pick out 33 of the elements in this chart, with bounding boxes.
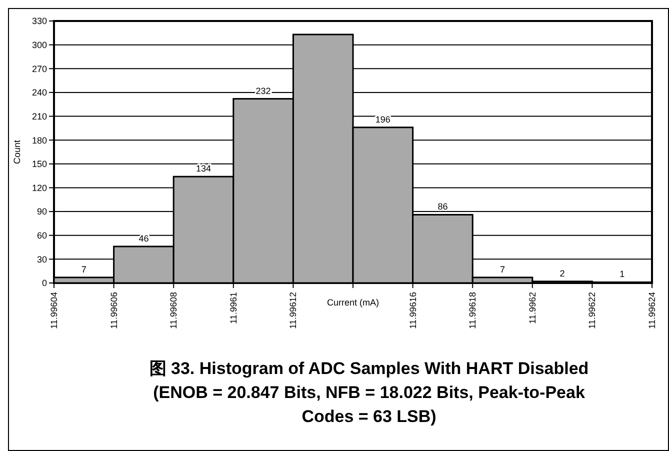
y-tick-label: 270 <box>32 64 47 74</box>
data-label: 134 <box>196 164 212 174</box>
x-tick-label: 11.99616 <box>408 292 418 329</box>
x-tick-label: 11.99622 <box>587 292 598 329</box>
y-tick-label: 240 <box>32 88 47 98</box>
y-tick-label: 60 <box>36 230 47 241</box>
data-label: 1 <box>620 269 625 280</box>
x-tick-label: 11.99624 <box>647 292 657 329</box>
data-label: 46 <box>138 233 149 244</box>
y-tick-label: 180 <box>32 135 47 146</box>
y-tick-label: 210 <box>32 111 47 122</box>
y-tick-label: 330 <box>32 16 47 26</box>
data-label: 7 <box>500 264 506 274</box>
y-tick-label: 120 <box>32 182 47 193</box>
data-label: 196 <box>375 114 390 124</box>
x-axis-title: Current (mA) <box>326 297 380 308</box>
y-tick-label: 300 <box>32 40 47 50</box>
data-label: 2 <box>560 268 565 278</box>
x-tick-label: 11.99612 <box>288 292 298 329</box>
y-tick-label: 150 <box>32 159 47 170</box>
data-label: 86 <box>438 202 448 212</box>
y-tick-label: 30 <box>36 254 47 264</box>
x-tick-label: 11.99608 <box>168 292 179 329</box>
text: 图 33. Histogram of ADC Samples With HART Disabled (ENOB = 20.847 Bits, NFB = 18.022 Bits, Peak-to-Peak Codes = 63 LSB) <box>148 358 590 428</box>
x-tick-label: 11.99618 <box>468 292 478 329</box>
x-tick-label: 11.99606 <box>108 292 119 329</box>
y-tick-label: 0 <box>42 278 47 288</box>
x-tick-label: 11.9962 <box>527 292 538 324</box>
x-tick-label: 11.99604 <box>49 292 59 329</box>
x-tick-label: 11.9961 <box>228 292 238 324</box>
data-label: 7 <box>81 264 86 274</box>
y-tick-label: 90 <box>36 206 47 217</box>
y-axis-title: Count <box>12 140 22 164</box>
